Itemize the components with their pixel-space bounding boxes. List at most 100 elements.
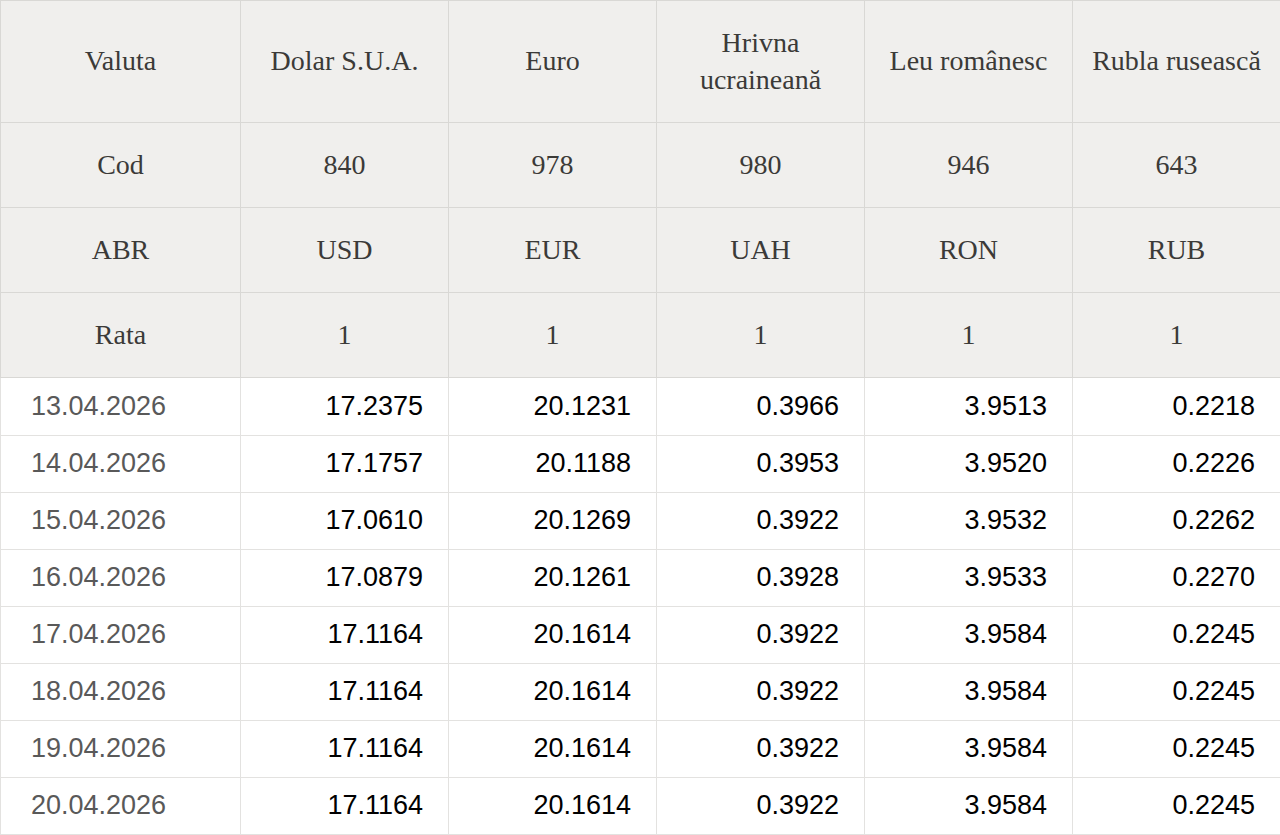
cod-value: 643: [1156, 147, 1198, 184]
valuta-value-cell: Leu românesc: [865, 1, 1073, 123]
abr-value-cell: RUB: [1073, 208, 1280, 293]
abr-value-cell: EUR: [449, 208, 657, 293]
rate-value-cell: 17.1164: [241, 777, 449, 834]
valuta-value: Leu românesc: [890, 43, 1048, 80]
cod-value: 840: [324, 147, 366, 184]
rate-value-cell: 0.3922: [657, 606, 865, 663]
header-row-abr: ABR USD EUR UAH RON RUB: [1, 208, 1280, 293]
rate-row: 15.04.202617.061020.12690.39223.95320.22…: [1, 492, 1280, 549]
rate-value-cell: 17.0610: [241, 492, 449, 549]
rate-value-cell: 20.1269: [449, 492, 657, 549]
rate-value-cell: 0.2245: [1073, 663, 1280, 720]
table-rates-block: 13.04.202617.237520.12310.39663.95130.22…: [1, 378, 1280, 835]
valuta-value: Rubla rusească: [1092, 43, 1261, 80]
table-header-block: Valuta Dolar S.U.A. Euro Hrivna ucraineană L…: [1, 1, 1280, 378]
rate-value-cell: 3.9584: [865, 606, 1073, 663]
cod-value-cell: 643: [1073, 123, 1280, 208]
rata-value-cell: 1: [449, 293, 657, 378]
rate-value-cell: 17.2375: [241, 378, 449, 435]
rate-value-cell: 0.3922: [657, 663, 865, 720]
rate-value-cell: 0.2245: [1073, 777, 1280, 834]
cod-value: 980: [740, 147, 782, 184]
rata-value: 1: [962, 317, 976, 354]
rata-value: 1: [546, 317, 560, 354]
rate-value-cell: 3.9584: [865, 663, 1073, 720]
valuta-value: Euro: [525, 43, 579, 80]
date-cell: 16.04.2026: [1, 549, 241, 606]
currency-rates-table: Valuta Dolar S.U.A. Euro Hrivna ucraineană L…: [0, 0, 1280, 835]
cod-value-cell: 978: [449, 123, 657, 208]
rate-value-cell: 0.2245: [1073, 720, 1280, 777]
valuta-value-cell: Dolar S.U.A.: [241, 1, 449, 123]
rate-row: 17.04.202617.116420.16140.39223.95840.22…: [1, 606, 1280, 663]
abr-value: RON: [939, 232, 998, 269]
rate-row: 18.04.202617.116420.16140.39223.95840.22…: [1, 663, 1280, 720]
header-row-cod: Cod 840 978 980 946 643: [1, 123, 1280, 208]
rate-value-cell: 0.3922: [657, 720, 865, 777]
rate-value-cell: 3.9532: [865, 492, 1073, 549]
date-cell: 18.04.2026: [1, 663, 241, 720]
rate-value-cell: 0.3922: [657, 492, 865, 549]
rate-value-cell: 3.9513: [865, 378, 1073, 435]
valuta-row-label: Valuta: [1, 1, 241, 123]
cod-value-cell: 840: [241, 123, 449, 208]
rate-value-cell: 0.3922: [657, 777, 865, 834]
rate-value-cell: 17.1757: [241, 435, 449, 492]
rate-value-cell: 3.9520: [865, 435, 1073, 492]
rate-value-cell: 17.1164: [241, 606, 449, 663]
abr-value: EUR: [525, 232, 581, 269]
rate-value-cell: 3.9584: [865, 777, 1073, 834]
rate-value-cell: 20.1261: [449, 549, 657, 606]
rate-value-cell: 0.2218: [1073, 378, 1280, 435]
valuta-value-cell: Rubla rusească: [1073, 1, 1280, 123]
rate-value-cell: 20.1231: [449, 378, 657, 435]
rate-row: 16.04.202617.087920.12610.39283.95330.22…: [1, 549, 1280, 606]
valuta-value: Dolar S.U.A.: [271, 43, 419, 80]
abr-value: USD: [316, 232, 372, 269]
valuta-value-cell: Euro: [449, 1, 657, 123]
rate-value-cell: 0.3928: [657, 549, 865, 606]
rata-value-cell: 1: [657, 293, 865, 378]
rate-value-cell: 17.0879: [241, 549, 449, 606]
cod-value: 978: [532, 147, 574, 184]
rate-row: 20.04.202617.116420.16140.39223.95840.22…: [1, 777, 1280, 834]
rate-row: 13.04.202617.237520.12310.39663.95130.22…: [1, 378, 1280, 435]
header-row-rata: Rata11111: [1, 293, 1280, 378]
date-cell: 17.04.2026: [1, 606, 241, 663]
header-row-valuta: Valuta Dolar S.U.A. Euro Hrivna ucraineană L…: [1, 1, 1280, 123]
date-cell: 13.04.2026: [1, 378, 241, 435]
date-cell: 20.04.2026: [1, 777, 241, 834]
rate-value-cell: 3.9584: [865, 720, 1073, 777]
rate-value-cell: 0.3966: [657, 378, 865, 435]
rata-value-cell: 1: [1073, 293, 1280, 378]
date-cell: 19.04.2026: [1, 720, 241, 777]
rate-value-cell: 20.1614: [449, 606, 657, 663]
page: { "colors": { "header_bg": "#f0efed", "h…: [0, 0, 1280, 835]
abr-row-label: ABR: [1, 208, 241, 293]
cod-row-label: Cod: [1, 123, 241, 208]
valuta-value-cell: Hrivna ucraineană: [657, 1, 865, 123]
rate-value-cell: 20.1188: [449, 435, 657, 492]
abr-value-cell: USD: [241, 208, 449, 293]
abr-value-cell: RON: [865, 208, 1073, 293]
rata-value: 1: [754, 317, 768, 354]
abr-value-cell: UAH: [657, 208, 865, 293]
cod-value-cell: 980: [657, 123, 865, 208]
rate-value-cell: 20.1614: [449, 720, 657, 777]
abr-value: UAH: [730, 232, 791, 269]
rate-value-cell: 0.2262: [1073, 492, 1280, 549]
rata-value: 1: [1170, 317, 1184, 354]
cod-value-cell: 946: [865, 123, 1073, 208]
cod-value: 946: [948, 147, 990, 184]
rate-value-cell: 17.1164: [241, 663, 449, 720]
rate-row: 19.04.202617.116420.16140.39223.95840.22…: [1, 720, 1280, 777]
valuta-value: Hrivna ucraineană: [686, 25, 836, 99]
rata-row-label: Rata: [1, 293, 241, 378]
rate-value-cell: 0.2226: [1073, 435, 1280, 492]
rata-value-cell: 1: [865, 293, 1073, 378]
rata-value-cell: 1: [241, 293, 449, 378]
rate-row: 14.04.202617.175720.11880.39533.95200.22…: [1, 435, 1280, 492]
date-cell: 15.04.2026: [1, 492, 241, 549]
abr-value: RUB: [1148, 232, 1206, 269]
rate-value-cell: 20.1614: [449, 777, 657, 834]
